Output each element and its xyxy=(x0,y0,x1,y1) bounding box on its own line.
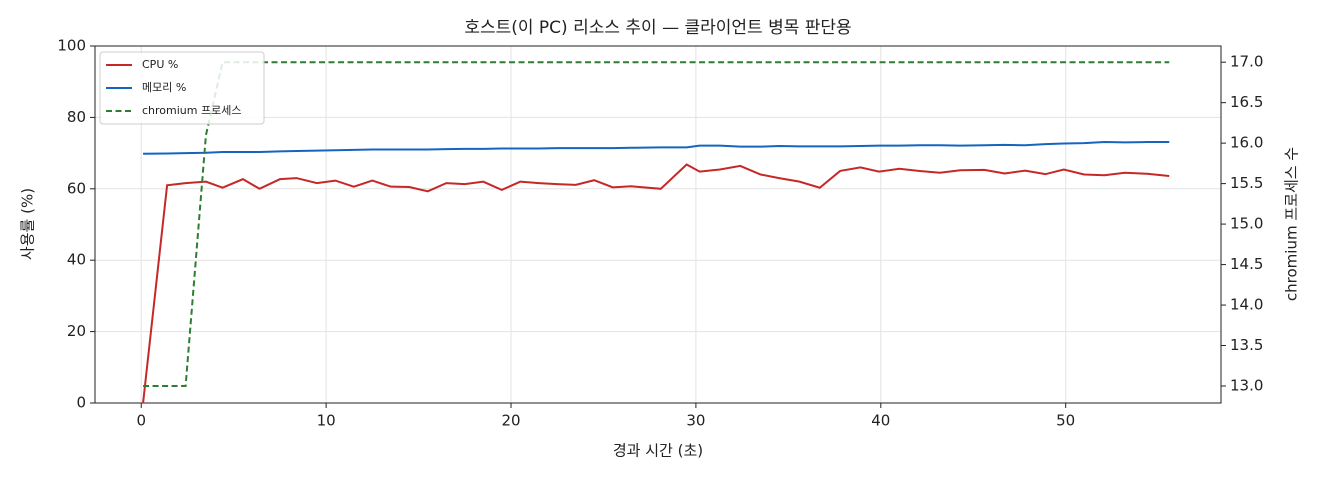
y-tick-label: 20 xyxy=(67,322,86,340)
x-tick-label: 30 xyxy=(686,412,705,430)
y2-tick-label: 15.5 xyxy=(1230,174,1263,192)
y-tick-label: 0 xyxy=(76,394,86,412)
y-tick-label: 80 xyxy=(67,108,86,126)
x-tick-label: 20 xyxy=(501,412,520,430)
y2-tick-label: 16.0 xyxy=(1230,134,1263,152)
series-line xyxy=(142,163,1170,404)
x-tick-label: 40 xyxy=(871,412,890,430)
series-line xyxy=(143,61,1170,387)
y2-axis-label: chromium 프로세스 수 xyxy=(1283,147,1301,301)
plot-frame xyxy=(94,45,1222,404)
legend-label: 메모리 % xyxy=(142,81,186,94)
x-tick-label: 10 xyxy=(317,412,336,430)
y2-tick-label: 14.0 xyxy=(1230,296,1263,314)
chart-title: 호스트(이 PC) 리소스 추이 — 클라이언트 병목 판단용 xyxy=(464,18,851,38)
y2-tick-label: 16.5 xyxy=(1230,93,1263,111)
x-tick-label: 50 xyxy=(1056,412,1075,430)
y-axis-label: 사용률 (%) xyxy=(19,188,37,260)
y2-tick-label: 14.5 xyxy=(1230,255,1263,273)
y2-tick-label: 13.0 xyxy=(1230,377,1263,395)
legend-label: chromium 프로세스 xyxy=(142,104,241,117)
y2-tick-label: 13.5 xyxy=(1230,336,1263,354)
x-axis-label: 경과 시간 (초) xyxy=(613,442,703,460)
y-tick-label: 40 xyxy=(67,251,86,269)
y-tick-label: 100 xyxy=(57,37,86,55)
legend: CPU % 메모리 % chromium 프로세스 xyxy=(99,51,265,125)
y-tick-label: 60 xyxy=(67,179,86,197)
y2-tick-label: 17.0 xyxy=(1230,53,1263,71)
legend-label: CPU % xyxy=(142,58,178,71)
series-line xyxy=(143,141,1170,155)
y2-tick-label: 15.0 xyxy=(1230,215,1263,233)
legend-box xyxy=(99,51,265,125)
x-tick-label: 0 xyxy=(136,412,146,430)
